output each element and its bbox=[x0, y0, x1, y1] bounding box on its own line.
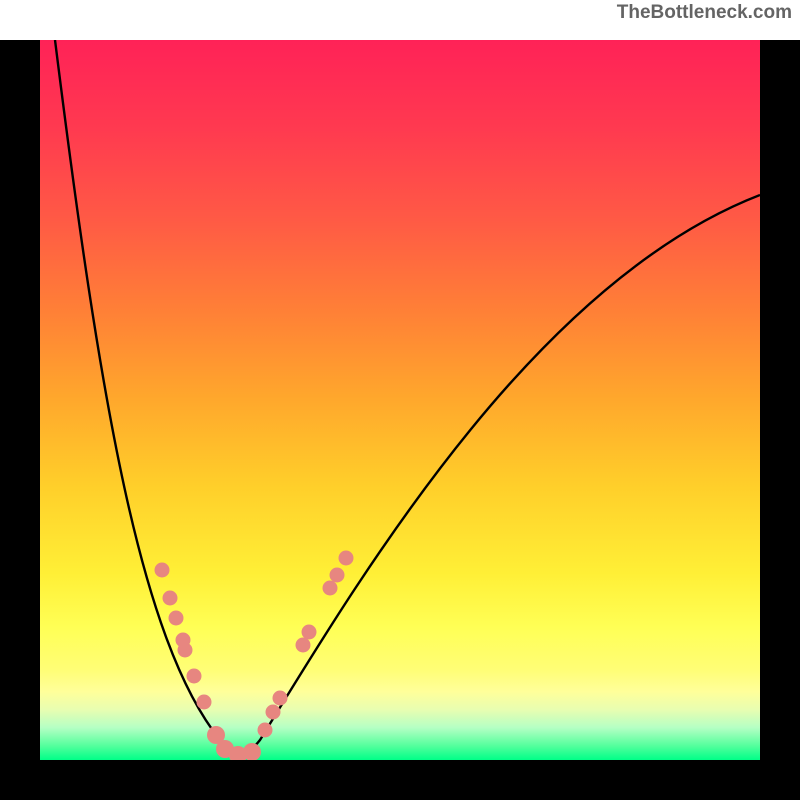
data-point bbox=[258, 723, 273, 738]
chart-stage: TheBottleneck.com bbox=[0, 0, 800, 800]
data-point bbox=[155, 563, 170, 578]
data-point bbox=[197, 695, 212, 710]
data-point bbox=[169, 611, 184, 626]
data-point bbox=[187, 669, 202, 684]
bottleneck-chart-svg bbox=[0, 0, 800, 800]
data-point bbox=[339, 551, 354, 566]
data-point bbox=[323, 581, 338, 596]
frame-right bbox=[760, 40, 800, 800]
data-point bbox=[178, 643, 193, 658]
gradient-background bbox=[40, 40, 760, 760]
frame-left bbox=[0, 40, 40, 800]
data-point bbox=[163, 591, 178, 606]
data-point bbox=[302, 625, 317, 640]
data-point bbox=[296, 638, 311, 653]
data-point bbox=[243, 743, 261, 761]
frame-bottom bbox=[0, 760, 800, 800]
data-point bbox=[266, 705, 281, 720]
data-point bbox=[273, 691, 288, 706]
data-point bbox=[330, 568, 345, 583]
